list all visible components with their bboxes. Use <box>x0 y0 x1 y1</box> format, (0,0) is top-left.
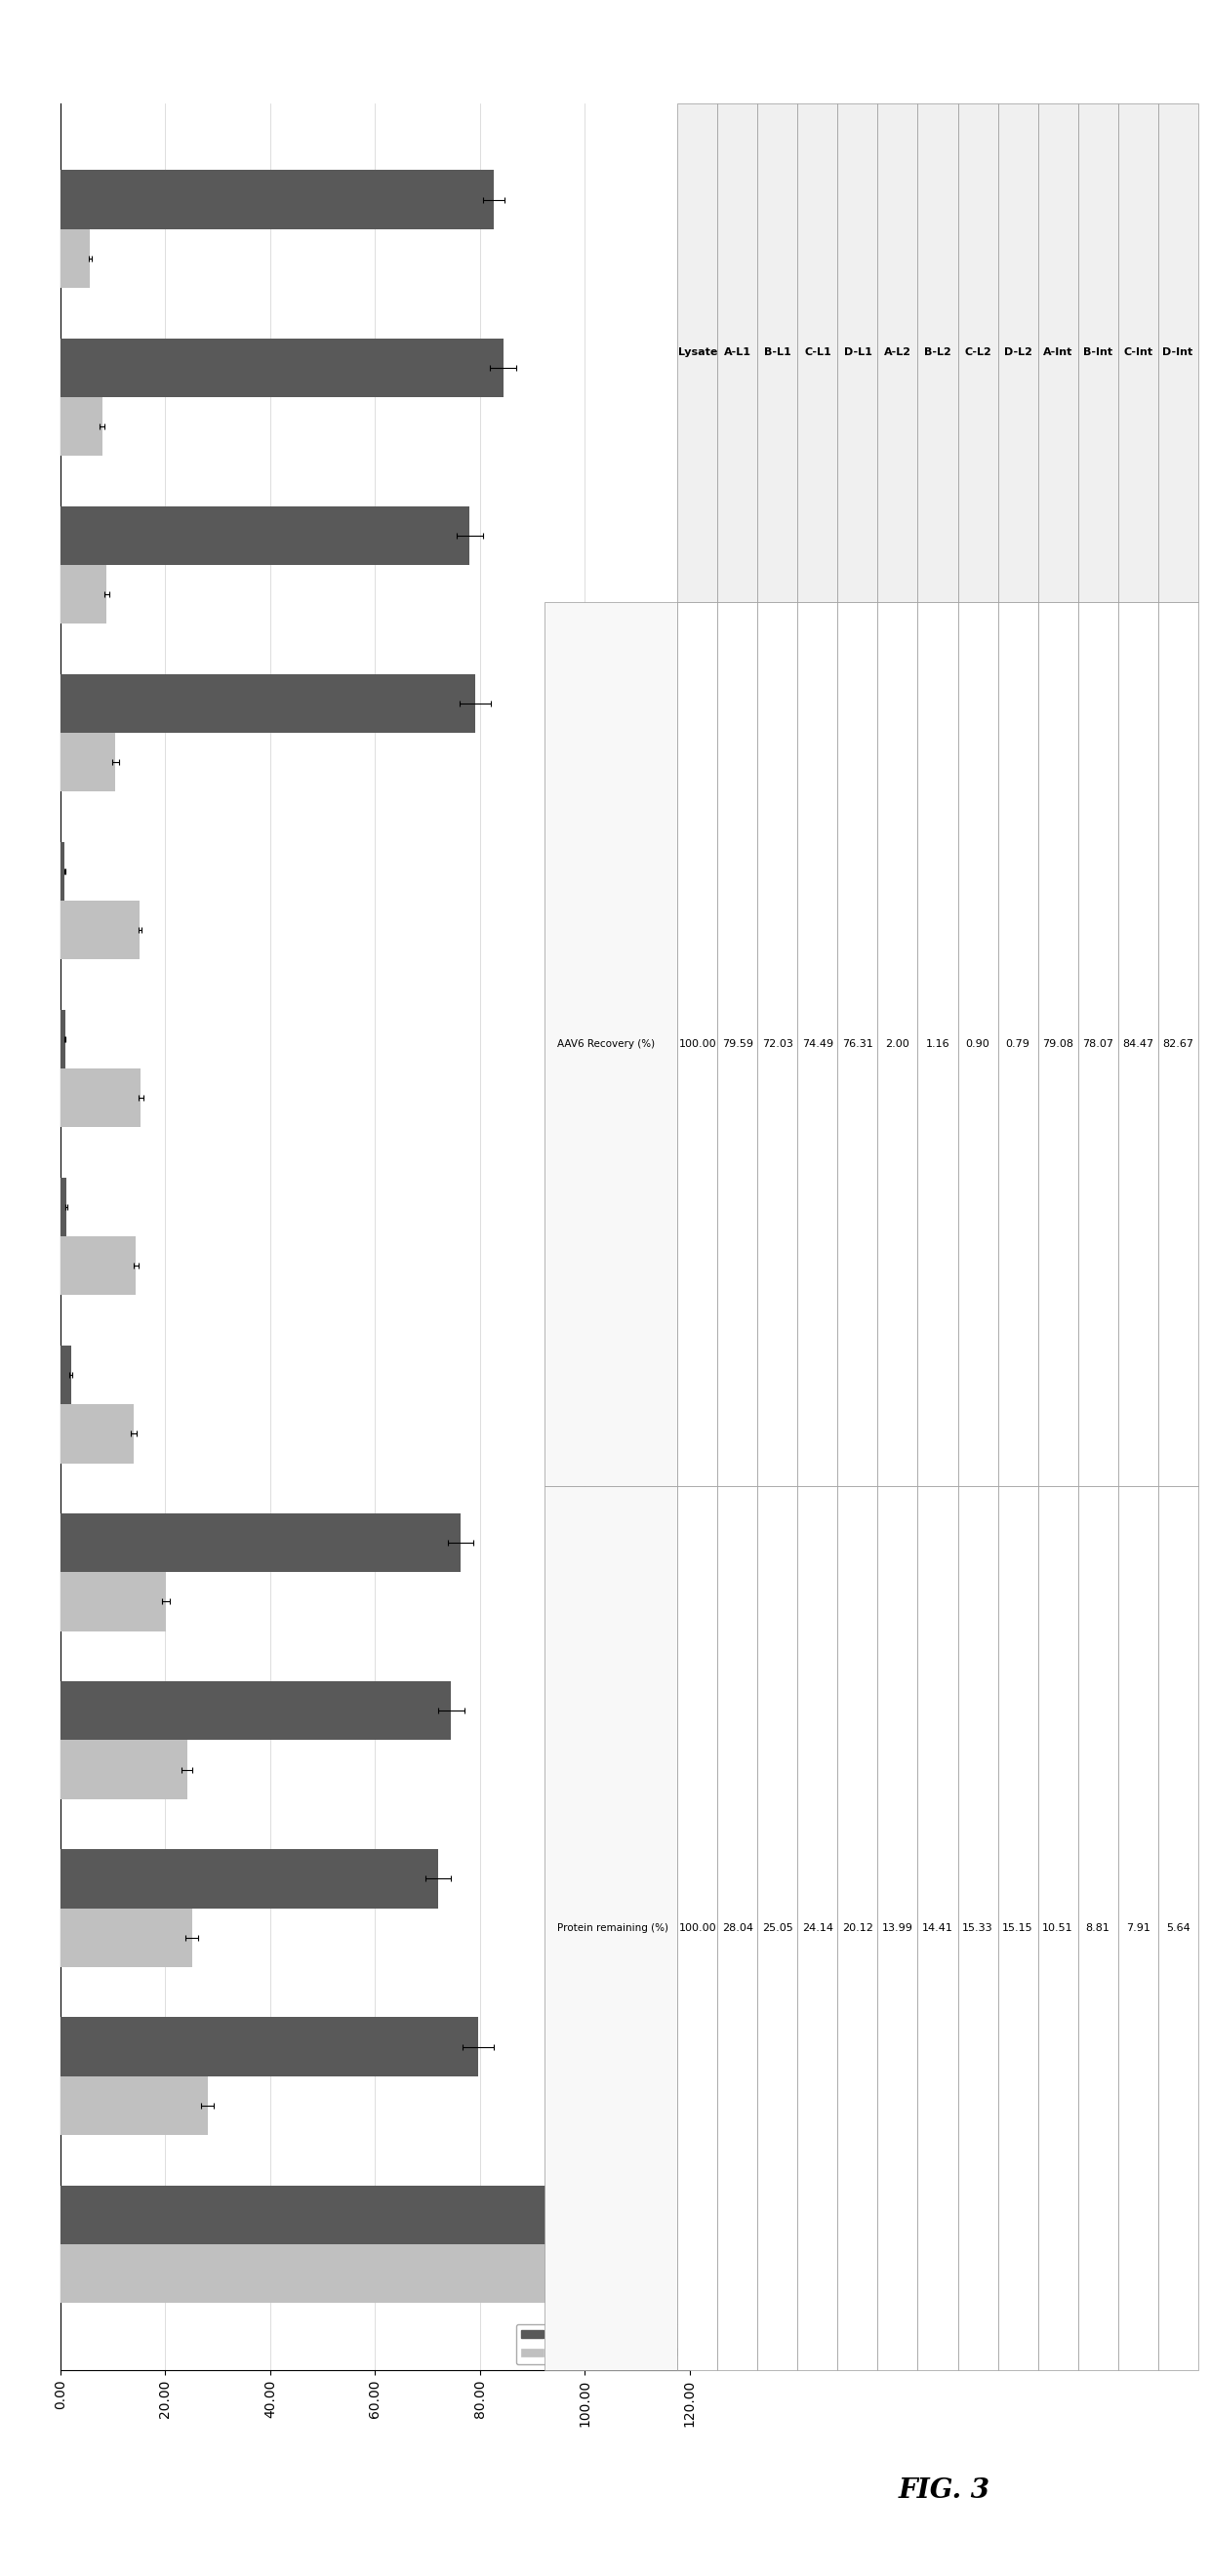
Bar <box>60 2244 584 2303</box>
Bar <box>60 732 116 791</box>
Bar <box>60 842 64 902</box>
Bar <box>60 2184 584 2244</box>
Bar <box>60 337 503 397</box>
Bar <box>60 1236 136 1296</box>
Bar <box>60 1515 461 1571</box>
Legend: AAV6 Recovery (%), Protein remaining (%): AAV6 Recovery (%), Protein remaining (%) <box>517 2324 684 2365</box>
Bar <box>60 229 90 289</box>
Bar <box>60 1069 140 1128</box>
Bar <box>60 1345 71 1404</box>
Text: FIG. 3: FIG. 3 <box>898 2478 990 2504</box>
Bar <box>60 1404 134 1463</box>
Bar <box>60 2076 208 2136</box>
Bar <box>60 397 102 456</box>
Bar <box>60 1571 166 1631</box>
Bar <box>60 505 469 564</box>
Bar <box>60 902 140 958</box>
Bar <box>60 1010 65 1069</box>
Bar <box>60 2017 478 2076</box>
Bar <box>60 564 106 623</box>
Bar <box>60 1741 188 1798</box>
Bar <box>60 675 476 732</box>
Bar <box>60 170 494 229</box>
Bar <box>60 1850 438 1909</box>
Bar <box>60 1909 192 1968</box>
Bar <box>60 1177 67 1236</box>
Bar <box>60 1682 451 1741</box>
